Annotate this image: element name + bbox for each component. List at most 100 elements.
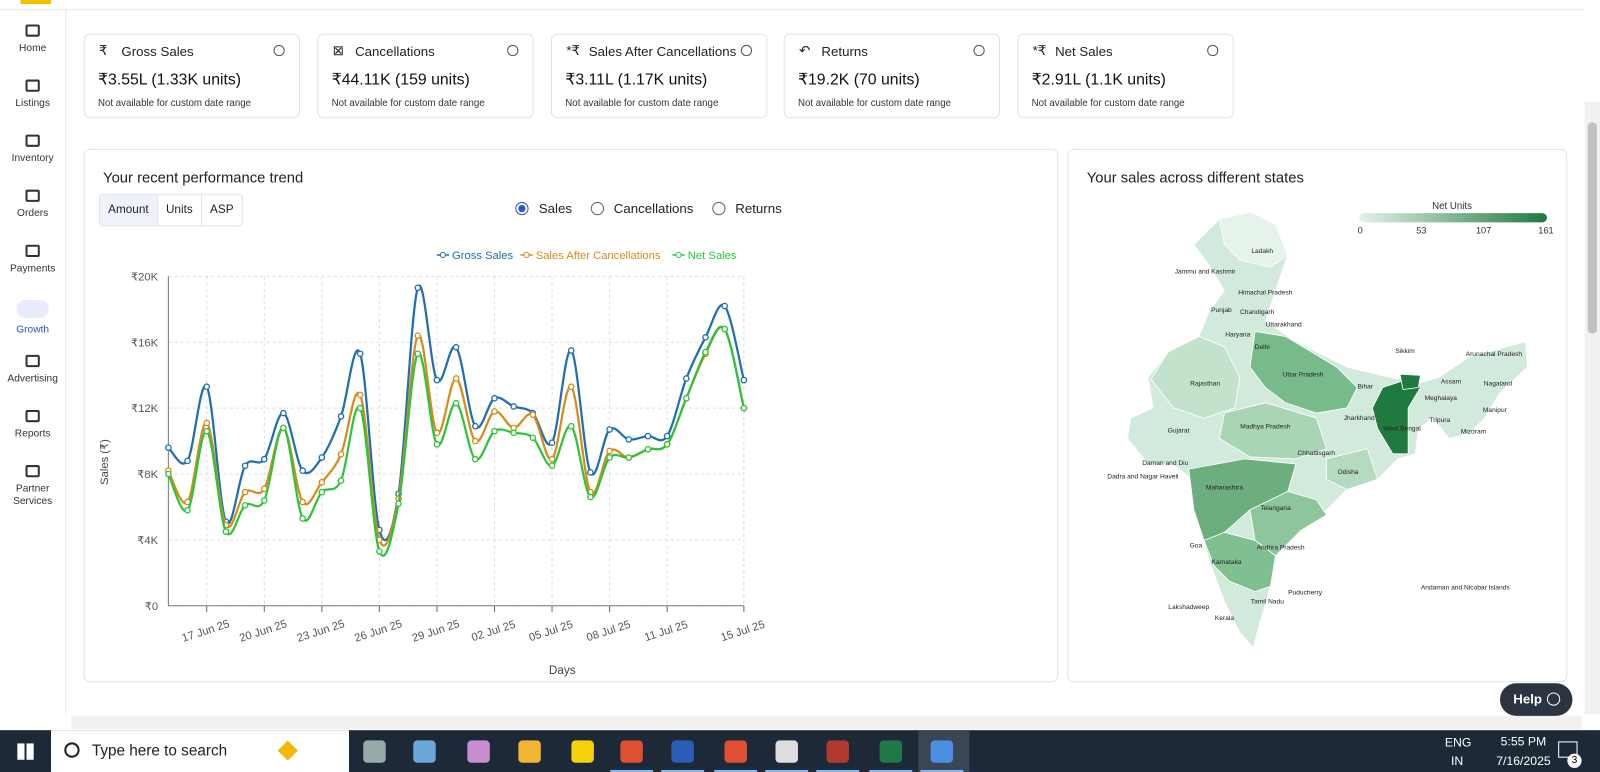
sidebar-icon [25,79,40,92]
sidebar-item[interactable]: Partner Services [0,465,65,508]
help-button[interactable]: Help [1499,683,1573,716]
region [1150,336,1241,419]
search-box[interactable]: Type here to search [51,730,349,772]
radio-circle [590,201,604,216]
point [203,419,211,427]
sidebar-item[interactable]: Reports [0,409,65,441]
kpi-info[interactable] [507,44,519,57]
taskbar-app[interactable] [775,740,798,763]
kpi-card: ↶ Returns ₹19.2K (70 units) Not available f… [783,33,1000,119]
radio-option[interactable]: Returns [711,200,782,217]
taskbar-app[interactable] [826,740,849,763]
point [683,394,690,402]
state-label: Andaman and Nicobar Islands [1421,584,1510,591]
point [606,454,613,461]
sidebar-border [65,10,67,714]
taskbar-app[interactable] [571,740,594,763]
kpi-info[interactable] [273,44,285,57]
radio-label: Cancellations [613,200,694,217]
radio-option[interactable]: Sales [515,201,572,216]
state-label: Sikkim [1395,348,1415,355]
point [606,426,613,433]
point [587,493,594,501]
sidebar-item[interactable]: Growth [0,299,65,337]
point [548,439,556,447]
y-tick-label: ₹12K [131,403,159,415]
point [663,432,671,440]
sidebar-icon [25,134,40,147]
india-map: Ladakh Jammu and Kashmir Himachal Pradesh P… [1107,211,1528,649]
point [567,383,575,391]
kpi-info[interactable] [973,44,985,57]
sidebar-icon [16,299,49,319]
help-label: Help [1513,691,1542,707]
start-button[interactable] [17,743,34,760]
taskbar-app[interactable] [518,740,541,763]
sidebar-item[interactable]: Listings [0,79,65,111]
notification-count: 3 [1567,753,1582,768]
sidebar-item[interactable]: Orders [0,189,65,221]
taskbar-app[interactable] [930,740,954,763]
radio-label: Returns [735,200,782,217]
legend-label: Gross Sales [452,250,514,262]
taskbar-app[interactable] [879,740,903,763]
sidebar-label: Growth [16,324,50,336]
sidebar-icon [25,354,40,368]
sidebar-item[interactable]: Advertising [0,354,65,386]
running-indicator [661,769,705,772]
taskbar-app[interactable] [363,740,386,763]
point [510,429,517,437]
legend-bar [1359,213,1547,223]
sidebar-item[interactable]: Inventory [0,134,65,166]
point [241,488,249,496]
legend-marker [439,251,446,259]
top-border [0,9,1585,11]
point [548,455,556,463]
state-label: Mizoram [1461,428,1487,435]
point [376,548,383,555]
point [241,462,249,470]
kpi-info[interactable] [1207,44,1219,57]
toggle-option[interactable]: Units [156,194,201,226]
kpi-note: Not available for custom date range [797,97,951,110]
toggle-option[interactable]: Amount [99,194,157,226]
radio-option[interactable]: Cancellations [590,201,693,216]
legend-marker [675,251,682,259]
point [414,284,422,292]
taskbar-app[interactable] [413,740,436,763]
x-tick-label: 20 Jun 25 [238,618,289,645]
sidebar-item[interactable]: Home [0,24,65,55]
state-label: Gujarat [1168,427,1190,434]
point [356,350,364,358]
point [740,404,748,412]
trend-title: Your recent performance trend [103,170,304,187]
v-scroll-thumb[interactable] [1587,122,1597,334]
x-axis-label: Days [549,664,576,677]
point [395,500,402,507]
point [567,422,575,430]
state-label: Nagaland [1484,380,1513,387]
x-tick-label: 23 Jun 25 [296,618,347,645]
taskbar-app[interactable] [467,740,490,763]
sidebar-item[interactable]: Payments [0,244,65,276]
point [471,422,479,430]
point [567,347,575,354]
toggle-option[interactable]: ASP [200,194,242,226]
state-label: Odisha [1337,469,1358,476]
taskbar-app[interactable] [620,740,643,763]
taskbar: Type here to search ENG IN 5:55 PM 7/16/… [0,730,1600,772]
sidebar-label: Listings [15,97,50,110]
state-label: Kerala [1215,615,1234,622]
sidebar-icon [25,409,40,423]
point [318,454,326,461]
kpi-note: Not available for custom date range [1031,97,1185,110]
kpi-info[interactable] [740,44,753,57]
taskbar-app[interactable] [671,740,694,763]
taskbar-app[interactable] [724,740,747,763]
point [548,462,556,470]
metric-toggle: Amount Units ASP [98,193,243,227]
state-label: Haryana [1225,332,1250,339]
point [299,515,306,522]
y-tick-label: ₹20K [131,271,159,283]
sidebar-icon [25,244,40,257]
